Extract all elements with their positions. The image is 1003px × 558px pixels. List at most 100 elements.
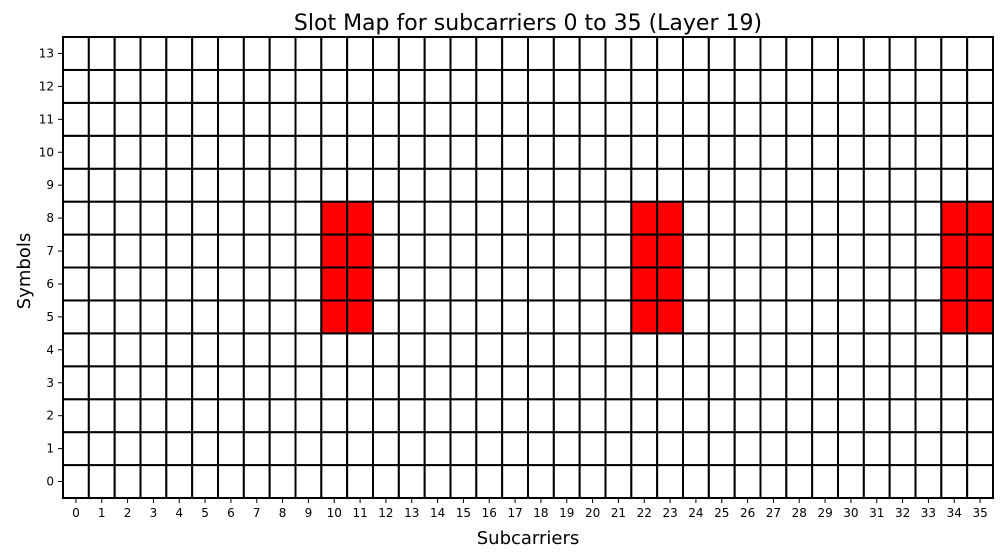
empty-cell	[191, 101, 220, 137]
x-tick-label: 34	[947, 506, 962, 520]
empty-cell	[165, 200, 194, 236]
empty-cell	[423, 332, 452, 368]
empty-cell	[552, 233, 581, 269]
empty-cell	[656, 398, 685, 434]
empty-cell	[785, 36, 814, 71]
empty-cell	[604, 431, 633, 467]
empty-cell	[62, 167, 90, 203]
empty-cell	[862, 299, 891, 335]
empty-cell	[527, 200, 555, 236]
y-tick-label: 11	[39, 112, 54, 126]
empty-cell	[217, 233, 245, 269]
empty-cell	[527, 299, 555, 335]
filled-cell	[940, 299, 969, 335]
filled-cell	[630, 299, 659, 335]
empty-cell	[862, 200, 891, 236]
empty-cell	[914, 266, 943, 302]
empty-cell	[733, 332, 762, 368]
empty-cell	[87, 134, 116, 170]
empty-cell	[139, 101, 168, 137]
empty-cell	[113, 365, 142, 401]
empty-cell	[191, 266, 220, 302]
empty-cell	[372, 167, 400, 203]
empty-cell	[294, 233, 323, 269]
x-tick-label: 35	[972, 506, 987, 520]
x-tick-label: 9	[305, 506, 313, 520]
empty-cell	[682, 332, 710, 368]
empty-cell	[501, 431, 529, 467]
empty-cell	[139, 266, 168, 302]
x-tick-label: 2	[124, 506, 132, 520]
empty-cell	[346, 101, 374, 137]
empty-cell	[785, 266, 814, 302]
empty-cell	[785, 365, 814, 401]
empty-cell	[604, 299, 633, 335]
empty-cell	[733, 200, 762, 236]
empty-cell	[217, 68, 245, 104]
empty-cell	[656, 464, 685, 500]
empty-cell	[217, 167, 245, 203]
empty-cell	[811, 299, 840, 335]
empty-cell	[501, 332, 529, 368]
empty-cell	[397, 464, 426, 500]
empty-cell	[759, 167, 788, 203]
empty-cell	[914, 101, 943, 137]
empty-cell	[242, 167, 271, 203]
empty-cell	[320, 365, 349, 401]
empty-cell	[397, 167, 426, 203]
empty-cell	[682, 464, 710, 500]
empty-cell	[707, 36, 736, 71]
empty-cell	[811, 233, 840, 269]
empty-cell	[888, 266, 917, 302]
empty-cell	[501, 36, 529, 71]
empty-cell	[966, 464, 995, 500]
filled-cell	[940, 233, 969, 269]
y-tick-label: 8	[46, 211, 54, 225]
empty-cell	[862, 167, 891, 203]
empty-cell	[62, 266, 90, 302]
empty-cell	[578, 299, 607, 335]
empty-cell	[837, 200, 865, 236]
empty-cell	[914, 134, 943, 170]
y-tick-label: 3	[46, 376, 54, 390]
empty-cell	[242, 398, 271, 434]
empty-cell	[397, 101, 426, 137]
empty-cell	[372, 68, 400, 104]
empty-cell	[87, 101, 116, 137]
empty-cell	[242, 266, 271, 302]
empty-cell	[191, 299, 220, 335]
empty-cell	[527, 101, 555, 137]
filled-cell	[656, 299, 685, 335]
empty-cell	[552, 200, 581, 236]
empty-cell	[501, 134, 529, 170]
empty-cell	[862, 233, 891, 269]
empty-cell	[268, 68, 297, 104]
empty-cell	[346, 167, 374, 203]
empty-cell	[630, 167, 659, 203]
empty-cell	[707, 101, 736, 137]
empty-cell	[966, 365, 995, 401]
empty-cell	[242, 68, 271, 104]
empty-cell	[372, 101, 400, 137]
empty-cell	[578, 200, 607, 236]
empty-cell	[449, 266, 478, 302]
empty-cell	[449, 36, 478, 71]
x-tick-label: 31	[869, 506, 884, 520]
empty-cell	[604, 134, 633, 170]
empty-cell	[191, 200, 220, 236]
empty-cell	[914, 464, 943, 500]
empty-cell	[862, 101, 891, 137]
empty-cell	[785, 398, 814, 434]
empty-cell	[449, 68, 478, 104]
empty-cell	[294, 431, 323, 467]
empty-cell	[475, 266, 504, 302]
filled-cell	[656, 233, 685, 269]
empty-cell	[397, 365, 426, 401]
empty-cell	[268, 398, 297, 434]
empty-cell	[785, 101, 814, 137]
empty-cell	[165, 36, 194, 71]
empty-cell	[320, 332, 349, 368]
empty-cell	[940, 36, 969, 71]
empty-cell	[759, 68, 788, 104]
